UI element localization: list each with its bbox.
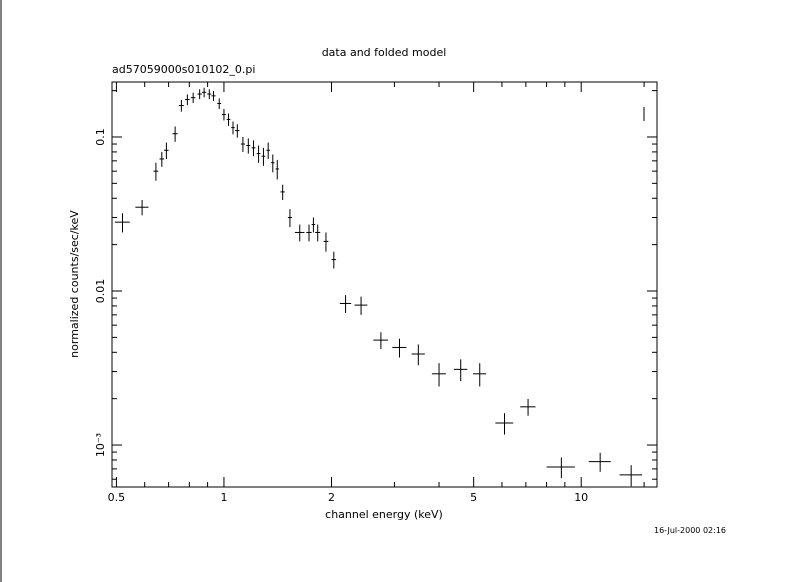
y-tick-label: 10⁻³ [94, 433, 107, 457]
chart-subtitle: ad57059000s010102_0.pi [112, 63, 255, 76]
x-tick-label: 0.5 [108, 491, 126, 504]
x-tick-label: 1 [220, 491, 227, 504]
x-axis-label: channel energy (keV) [325, 508, 443, 521]
timestamp: 16-Jul-2000 02:16 [654, 526, 726, 535]
chart-title: data and folded model [322, 46, 447, 59]
x-tick-label: 2 [328, 491, 335, 504]
y-tick-label: 0.1 [94, 128, 107, 146]
x-tick-label: 5 [470, 491, 477, 504]
y-axis-label: normalized counts/sec/keV [68, 210, 81, 358]
x-tick-label: 10 [574, 491, 588, 504]
plot-frame [111, 81, 658, 488]
y-tick-label: 0.01 [94, 279, 107, 304]
